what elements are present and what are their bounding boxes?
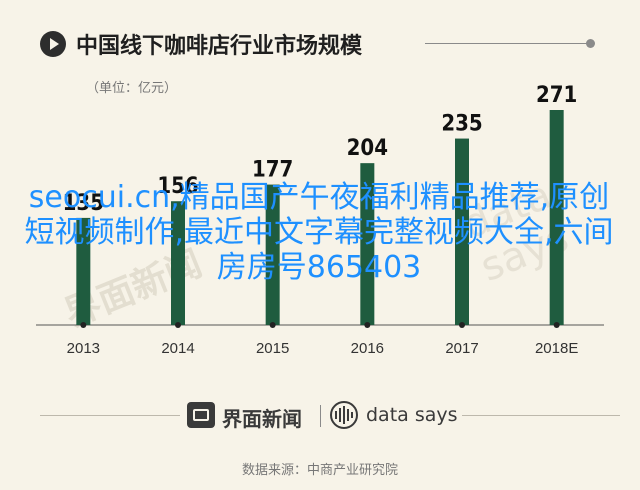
unit-label: （单位：亿元） [86,81,178,96]
title-dot [586,39,595,48]
bar-2018E [549,110,564,325]
data-label-2014: 156 [157,174,198,199]
tick-dot-2014 [175,322,181,328]
data-says-logo-icon [330,401,358,429]
title-divider [425,43,587,44]
tick-dot-2013 [80,322,87,328]
play-icon [40,31,66,57]
bar-2014 [171,201,185,325]
jiemian-logo-icon [187,402,215,428]
tick-label-2018E: 2018E [535,340,578,357]
bar-2016 [360,163,375,325]
brand-data-says: data says [366,404,458,426]
overlay-spam-text[interactable]: seocui.cn,精品国产午夜福利精品推荐,原创短视频制作,最近中文字幕完整视… [24,180,614,285]
tick-label-2014: 2014 [161,340,194,357]
bar-2017 [455,138,469,325]
footer-divider-right [462,415,620,416]
title-row: 中国线下咖啡店行业市场规模 [40,28,362,60]
tick-dot-2018E [553,322,560,328]
bar-chart: 135 2013 156 2014 177 2015 204 2016 235 2017 271 20… [36,83,604,357]
data-source: 数据来源：中商产业研究院 [241,463,398,478]
tick-label-2017: 2017 [445,340,478,357]
tick-dot-2016 [364,322,371,328]
bar-2013 [76,217,91,325]
footer-divider-left [40,415,180,416]
bar-2015 [265,184,280,325]
data-label-2017: 235 [441,112,482,137]
footer-separator [320,405,321,427]
data-label-2018E: 271 [536,83,577,108]
tick-dot-2015 [269,322,276,328]
data-label-2016: 204 [347,136,388,161]
tick-dot-2017 [459,322,465,328]
tick-label-2015: 2015 [256,340,289,357]
data-label-2015: 177 [252,158,293,183]
brand-jiemian: 界面新闻 [222,407,302,431]
chart-title: 中国线下咖啡店行业市场规模 [76,34,363,59]
tick-label-2016: 2016 [351,340,384,357]
data-label-2013: 135 [63,191,104,216]
tick-label-2013: 2013 [67,340,100,357]
